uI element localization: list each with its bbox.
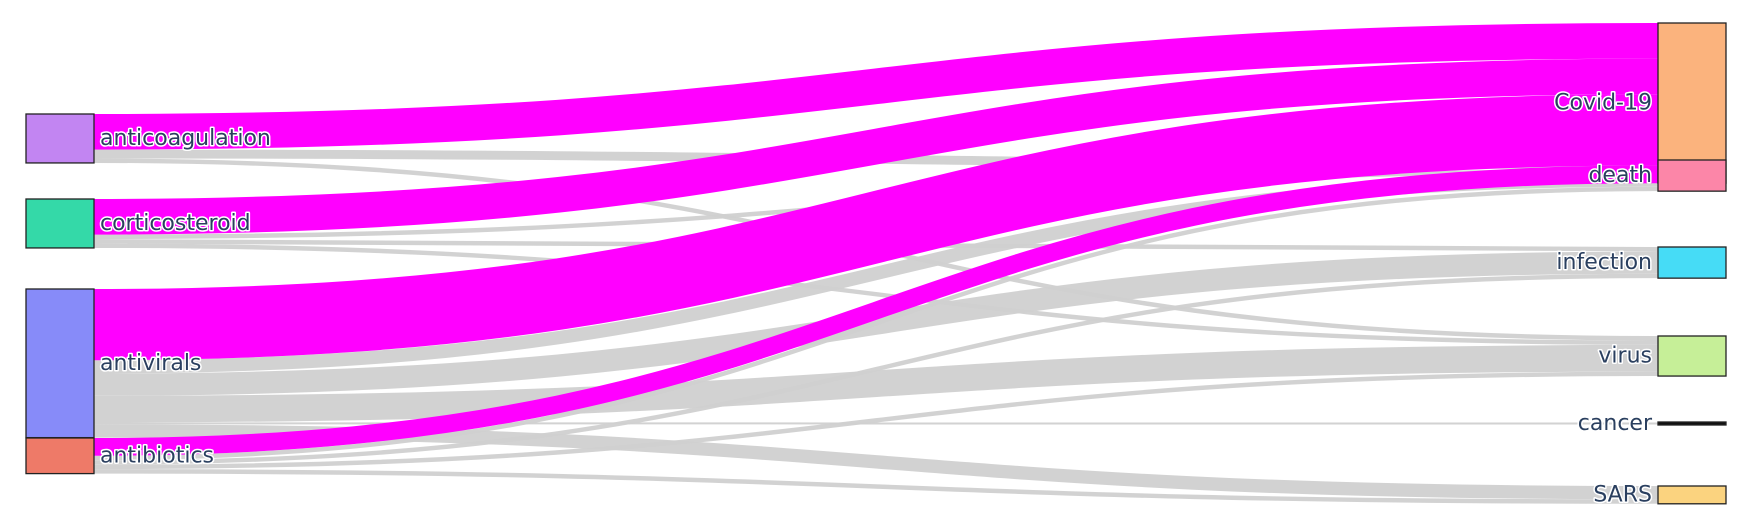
- link-antibiotics-to-infection[interactable]: [93, 273, 1659, 465]
- link-corticosteroid-to-covid[interactable]: [93, 58, 1659, 235]
- link-antivirals-to-covid[interactable]: [93, 94, 1659, 361]
- node-corticosteroid[interactable]: [25, 198, 95, 249]
- node-death[interactable]: [1657, 159, 1727, 192]
- link-antibiotics-to-death[interactable]: [93, 186, 1659, 461]
- link-antibiotics-to-covid[interactable]: [93, 165, 1659, 456]
- link-antibiotics-to-virus[interactable]: [93, 371, 1659, 470]
- link-corticosteroid-to-virus[interactable]: [93, 243, 1659, 345]
- node-label-infection: infection: [1556, 250, 1652, 275]
- node-sars[interactable]: [1657, 485, 1727, 505]
- sankey-nodes: [25, 22, 1727, 505]
- node-infection[interactable]: [1657, 246, 1727, 279]
- node-covid[interactable]: [1657, 22, 1727, 184]
- link-anticoagulation-to-covid[interactable]: [93, 23, 1659, 150]
- node-cancer[interactable]: [1657, 421, 1727, 426]
- node-virus[interactable]: [1657, 335, 1727, 377]
- node-label-covid: Covid-19: [1554, 91, 1652, 116]
- node-label-antibiotics: antibiotics: [100, 443, 214, 468]
- link-antivirals-to-virus[interactable]: [93, 344, 1659, 423]
- node-label-cancer: cancer: [1578, 411, 1653, 436]
- node-antivirals[interactable]: [25, 288, 95, 439]
- node-label-corticosteroid: corticosteroid: [100, 211, 251, 236]
- sankey-links: [93, 23, 1659, 504]
- node-label-anticoagulation: anticoagulation: [100, 126, 271, 151]
- link-antibiotics-to-sars[interactable]: [93, 469, 1659, 504]
- node-label-antivirals: antivirals: [100, 351, 201, 376]
- node-label-sars: SARS: [1593, 482, 1652, 507]
- node-label-virus: virus: [1598, 344, 1652, 369]
- node-label-death: death: [1588, 163, 1652, 188]
- node-anticoagulation[interactable]: [25, 113, 95, 164]
- sankey-labels: anticoagulation corticosteroid antivirals a…: [99, 89, 1655, 509]
- node-antibiotics[interactable]: [25, 437, 95, 475]
